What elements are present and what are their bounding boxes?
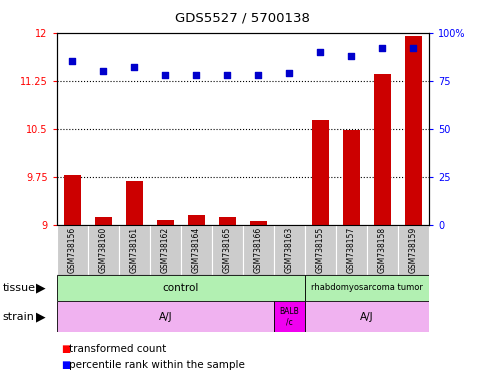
Bar: [367, 225, 398, 275]
Text: GSM738157: GSM738157: [347, 227, 356, 273]
Bar: [312, 120, 329, 225]
Text: GSM738160: GSM738160: [99, 227, 108, 273]
Bar: [119, 225, 150, 275]
Bar: [57, 301, 274, 332]
Bar: [88, 225, 119, 275]
Bar: [305, 275, 429, 301]
Text: A/J: A/J: [360, 312, 374, 322]
Bar: [336, 225, 367, 275]
Bar: [274, 301, 305, 332]
Text: GSM738161: GSM738161: [130, 227, 139, 273]
Text: BALB
/c: BALB /c: [280, 307, 299, 326]
Bar: [398, 225, 429, 275]
Text: GSM738164: GSM738164: [192, 227, 201, 273]
Point: [223, 72, 231, 78]
Bar: [150, 225, 181, 275]
Text: rhabdomyosarcoma tumor: rhabdomyosarcoma tumor: [311, 283, 423, 293]
Point: [348, 53, 355, 59]
Text: GSM738162: GSM738162: [161, 227, 170, 273]
Text: A/J: A/J: [158, 312, 172, 322]
Text: transformed count: transformed count: [69, 344, 166, 354]
Text: GSM738163: GSM738163: [285, 227, 294, 273]
Bar: [343, 130, 360, 225]
Point: [317, 49, 324, 55]
Bar: [405, 36, 422, 225]
Point: [410, 45, 418, 51]
Text: ▶: ▶: [35, 281, 45, 295]
Bar: [64, 175, 81, 225]
Point: [254, 72, 262, 78]
Text: tissue: tissue: [2, 283, 35, 293]
Bar: [219, 217, 236, 225]
Point: [130, 64, 138, 70]
Point: [68, 58, 76, 65]
Point: [285, 70, 293, 76]
Bar: [274, 225, 305, 275]
Text: strain: strain: [2, 312, 35, 322]
Bar: [305, 301, 429, 332]
Text: GSM738155: GSM738155: [316, 227, 325, 273]
Point: [192, 72, 200, 78]
Bar: [188, 215, 205, 225]
Text: percentile rank within the sample: percentile rank within the sample: [69, 360, 245, 370]
Bar: [212, 225, 243, 275]
Text: GSM738159: GSM738159: [409, 227, 418, 273]
Point: [161, 72, 169, 78]
Bar: [126, 181, 143, 225]
Bar: [305, 225, 336, 275]
Text: ▶: ▶: [35, 310, 45, 323]
Bar: [95, 217, 112, 225]
Bar: [157, 220, 174, 225]
Bar: [374, 74, 391, 225]
Text: GSM738165: GSM738165: [223, 227, 232, 273]
Point: [99, 68, 107, 74]
Bar: [243, 225, 274, 275]
Bar: [57, 225, 88, 275]
Bar: [57, 275, 305, 301]
Point: [379, 45, 387, 51]
Text: GSM738166: GSM738166: [254, 227, 263, 273]
Text: ■: ■: [62, 360, 71, 370]
Bar: [181, 225, 212, 275]
Text: GDS5527 / 5700138: GDS5527 / 5700138: [176, 12, 310, 25]
Text: GSM738156: GSM738156: [68, 227, 77, 273]
Bar: [250, 221, 267, 225]
Text: control: control: [163, 283, 199, 293]
Text: GSM738158: GSM738158: [378, 227, 387, 273]
Text: ■: ■: [62, 344, 71, 354]
